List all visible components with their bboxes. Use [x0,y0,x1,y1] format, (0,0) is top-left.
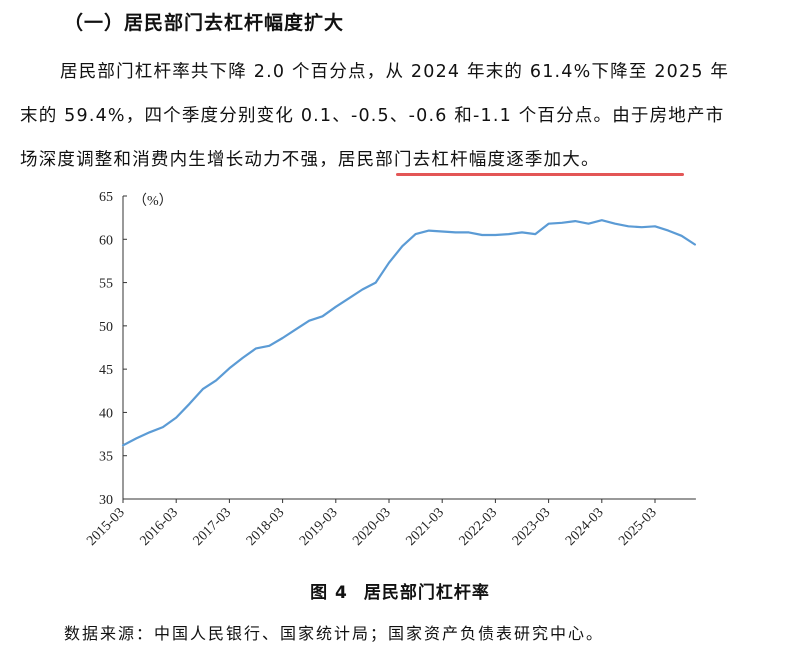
body-paragraph: 居民部门杠杆率共下降 2.0 个百分点，从 2024 年末的 61.4%下降至 … [20,50,780,182]
x-tick-label: 2018-03 [244,505,288,549]
x-tick-label: 2025-03 [616,505,660,549]
figure-title: 居民部门杠杆率 [363,583,490,603]
paragraph-line-2: 末的 59.4%，四个季度分别变化 0.1、-0.5、-0.6 和-1.1 个百… [20,106,725,126]
paragraph-line-3-text: 场深度调整和消费内生增长动力不强， [20,150,338,170]
x-tick-label: 2020-03 [350,505,394,549]
y-tick-label: 60 [99,233,113,248]
section-heading: （一）居民部门去杠杆幅度扩大 [64,12,345,34]
figure-number: 图 4 [310,583,348,603]
y-tick-label: 65 [99,190,113,205]
y-axis-unit-label: （%） [133,193,173,209]
x-tick-label: 2016-03 [137,505,181,549]
leverage-ratio-line [121,219,697,447]
figure-caption: 图 4 居民部门杠杆率 [0,578,800,603]
data-source-note: 数据来源：中国人民银行、国家统计局；国家资产负债表研究中心。 [64,624,605,643]
y-tick-label: 35 [99,450,113,465]
y-tick-label: 55 [99,277,113,292]
x-tick-label: 2021-03 [403,505,447,549]
chart-canvas: 30 35 40 45 50 55 60 65 （%） 2015-03 2016-03 2017-03… [84,190,697,549]
highlighted-conclusion: 居民部门去杠杆幅度逐季加大。 [337,150,600,170]
red-underline-annotation [396,173,684,176]
x-tick-label: 2024-03 [563,505,607,549]
paragraph-line-3: 场深度调整和消费内生增长动力不强，居民部门去杠杆幅度逐季加大。 [20,138,780,182]
leverage-line-chart: 30 35 40 45 50 55 60 65 （%） 2015-03 2016-03 2017-03… [0,180,800,570]
x-tick-label: 2023-03 [510,505,554,549]
y-tick-label: 50 [99,320,113,335]
x-tick-label: 2022-03 [457,505,501,549]
x-tick-label: 2015-03 [84,505,128,549]
x-tick-label: 2019-03 [297,505,341,549]
x-tick-label: 2017-03 [191,505,235,549]
y-tick-label: 40 [99,406,113,421]
y-tick-label: 30 [99,493,113,508]
paragraph-line-1: 居民部门杠杆率共下降 2.0 个百分点，从 2024 年末的 61.4%下降至 … [60,62,730,82]
y-tick-label: 45 [99,363,113,378]
